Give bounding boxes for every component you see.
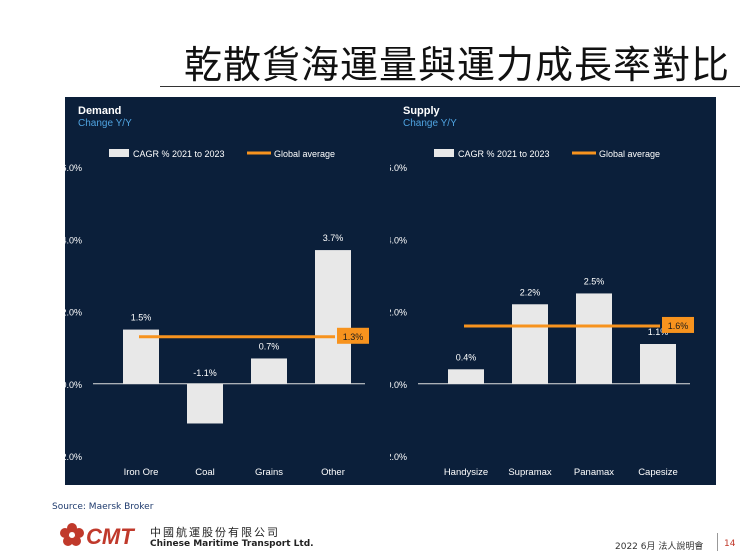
legend-line-label: Global average bbox=[274, 149, 335, 159]
chart-subtitle: Change Y/Y bbox=[403, 118, 457, 129]
chart-subtitle: Change Y/Y bbox=[78, 118, 132, 129]
cmt-logo: CMT bbox=[60, 523, 135, 549]
legend-bar-label: CAGR % 2021 to 2023 bbox=[133, 149, 225, 159]
title-rule bbox=[160, 86, 740, 87]
bar bbox=[251, 358, 287, 384]
company-name-en: Chinese Maritime Transport Ltd. bbox=[150, 539, 314, 549]
data-label: 2.5% bbox=[584, 276, 605, 286]
chart-title: Demand bbox=[78, 105, 121, 117]
x-tick-label: Handysize bbox=[444, 467, 488, 478]
demand-chart: Demand Change Y/Y CAGR % 2021 to 2023 Globa… bbox=[65, 97, 391, 485]
bar bbox=[640, 344, 676, 384]
global-average-label: 1.6% bbox=[668, 321, 689, 331]
footer-divider bbox=[717, 533, 718, 551]
y-tick-label: 2.0% bbox=[390, 308, 407, 318]
slide-title: 乾散貨海運量與運力成長率對比 bbox=[183, 43, 730, 87]
x-tick-label: Supramax bbox=[508, 467, 552, 478]
y-tick-label: 6.0% bbox=[65, 163, 82, 173]
y-tick-label: 4.0% bbox=[390, 235, 407, 245]
source-note: Source: Maersk Broker bbox=[52, 502, 154, 512]
legend-bar-swatch bbox=[109, 149, 129, 157]
y-tick-label: -2.0% bbox=[390, 452, 407, 462]
data-label: 3.7% bbox=[323, 233, 344, 243]
x-tick-label: Iron Ore bbox=[124, 467, 159, 478]
x-tick-label: Coal bbox=[195, 467, 215, 478]
y-tick-label: 6.0% bbox=[390, 163, 407, 173]
x-tick-label: Other bbox=[321, 467, 345, 478]
logo-text: CMT bbox=[86, 524, 135, 549]
bar bbox=[315, 250, 351, 384]
y-tick-label: 4.0% bbox=[65, 235, 82, 245]
bar bbox=[576, 293, 612, 384]
global-average-badge bbox=[337, 327, 369, 344]
x-tick-label: Panamax bbox=[574, 467, 614, 478]
bar bbox=[123, 329, 159, 384]
footer-date: 2022 6月 法人說明會 bbox=[615, 542, 704, 552]
data-label: 1.1% bbox=[648, 327, 669, 337]
plum-blossom-icon bbox=[60, 523, 84, 546]
bar bbox=[448, 369, 484, 384]
global-average-badge bbox=[662, 316, 694, 333]
y-tick-label: 0.0% bbox=[65, 380, 82, 390]
company-name-cn: 中國航運股份有限公司 bbox=[150, 526, 280, 539]
x-tick-label: Grains bbox=[255, 467, 283, 478]
y-tick-label: -2.0% bbox=[65, 452, 82, 462]
page-number: 14 bbox=[724, 539, 736, 549]
global-average-label: 1.3% bbox=[343, 332, 364, 342]
y-tick-label: 2.0% bbox=[65, 308, 82, 318]
data-label: 1.5% bbox=[131, 313, 152, 323]
legend-bar-swatch bbox=[434, 149, 454, 157]
supply-chart: Supply Change Y/Y CAGR % 2021 to 2023 Globa… bbox=[390, 97, 716, 485]
bar bbox=[187, 383, 223, 424]
data-label: 0.7% bbox=[259, 341, 280, 351]
legend-line-label: Global average bbox=[599, 149, 660, 159]
data-label: -1.1% bbox=[193, 368, 217, 378]
y-tick-label: 0.0% bbox=[390, 380, 407, 390]
x-tick-label: Capesize bbox=[638, 467, 678, 478]
data-label: 0.4% bbox=[456, 352, 477, 362]
bar bbox=[512, 304, 548, 384]
legend-bar-label: CAGR % 2021 to 2023 bbox=[458, 149, 550, 159]
chart-title: Supply bbox=[403, 105, 441, 117]
data-label: 2.2% bbox=[520, 287, 541, 297]
